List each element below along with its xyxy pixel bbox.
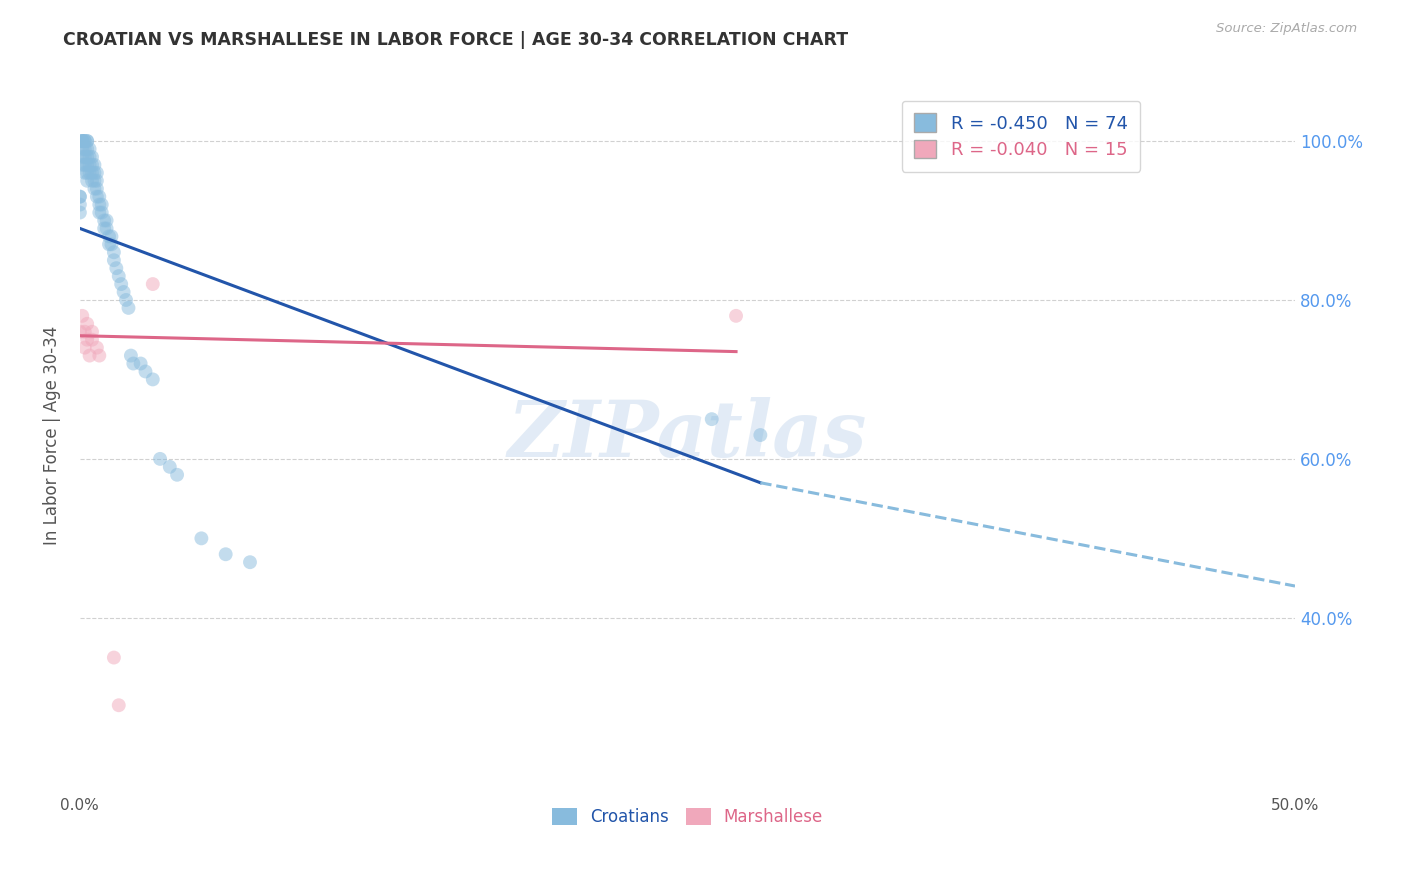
- Point: [72, 134, 94, 148]
- Point: [86, 182, 108, 196]
- Legend: Croatians, Marshallese: Croatians, Marshallese: [544, 799, 831, 834]
- Point: [96, 221, 118, 235]
- Point: [725, 309, 748, 323]
- Point: [72, 309, 94, 323]
- Point: [73, 134, 96, 148]
- Point: [89, 197, 111, 211]
- Point: [69, 189, 91, 203]
- Point: [76, 333, 98, 347]
- Point: [107, 269, 129, 284]
- Point: [76, 174, 98, 188]
- Point: [93, 213, 115, 227]
- Point: [73, 166, 96, 180]
- Point: [73, 158, 96, 172]
- Point: [89, 205, 111, 219]
- Point: [142, 277, 165, 291]
- Point: [72, 150, 94, 164]
- Point: [142, 372, 165, 386]
- Point: [134, 364, 156, 378]
- Point: [72, 134, 94, 148]
- Point: [159, 459, 181, 474]
- Point: [115, 293, 138, 307]
- Point: [103, 253, 125, 268]
- Point: [129, 357, 152, 371]
- Point: [190, 532, 212, 546]
- Point: [83, 182, 105, 196]
- Point: [69, 325, 91, 339]
- Point: [76, 317, 98, 331]
- Text: ZIPatlas: ZIPatlas: [508, 397, 868, 474]
- Point: [73, 325, 96, 339]
- Point: [83, 158, 105, 172]
- Point: [72, 158, 94, 172]
- Point: [76, 142, 98, 156]
- Point: [90, 197, 112, 211]
- Point: [72, 134, 94, 148]
- Point: [79, 349, 101, 363]
- Point: [100, 229, 122, 244]
- Point: [76, 134, 98, 148]
- Point: [103, 650, 125, 665]
- Point: [69, 189, 91, 203]
- Point: [73, 142, 96, 156]
- Point: [80, 158, 103, 172]
- Point: [69, 197, 91, 211]
- Text: CROATIAN VS MARSHALLESE IN LABOR FORCE | AGE 30-34 CORRELATION CHART: CROATIAN VS MARSHALLESE IN LABOR FORCE |…: [63, 31, 848, 49]
- Point: [89, 349, 111, 363]
- Point: [86, 189, 108, 203]
- Point: [700, 412, 723, 426]
- Point: [72, 142, 94, 156]
- Point: [79, 158, 101, 172]
- Point: [90, 205, 112, 219]
- Point: [83, 166, 105, 180]
- Point: [83, 174, 105, 188]
- Point: [120, 349, 142, 363]
- Point: [73, 134, 96, 148]
- Point: [86, 166, 108, 180]
- Point: [98, 237, 121, 252]
- Text: Source: ZipAtlas.com: Source: ZipAtlas.com: [1216, 22, 1357, 36]
- Point: [89, 189, 111, 203]
- Point: [107, 698, 129, 713]
- Point: [72, 134, 94, 148]
- Point: [86, 341, 108, 355]
- Point: [112, 285, 135, 299]
- Point: [80, 150, 103, 164]
- Point: [166, 467, 188, 482]
- Point: [79, 142, 101, 156]
- Point: [80, 166, 103, 180]
- Point: [105, 261, 128, 276]
- Point: [76, 134, 98, 148]
- Point: [80, 325, 103, 339]
- Point: [239, 555, 262, 569]
- Point: [122, 357, 145, 371]
- Point: [76, 150, 98, 164]
- Point: [93, 221, 115, 235]
- Point: [80, 174, 103, 188]
- Point: [100, 237, 122, 252]
- Point: [79, 150, 101, 164]
- Point: [76, 166, 98, 180]
- Point: [69, 205, 91, 219]
- Point: [215, 547, 238, 561]
- Point: [73, 150, 96, 164]
- Point: [80, 333, 103, 347]
- Y-axis label: In Labor Force | Age 30-34: In Labor Force | Age 30-34: [44, 326, 60, 545]
- Point: [98, 229, 121, 244]
- Point: [96, 213, 118, 227]
- Point: [76, 158, 98, 172]
- Point: [149, 451, 172, 466]
- Point: [749, 428, 772, 442]
- Point: [73, 341, 96, 355]
- Point: [79, 166, 101, 180]
- Point: [86, 174, 108, 188]
- Point: [117, 301, 139, 315]
- Point: [110, 277, 132, 291]
- Point: [103, 245, 125, 260]
